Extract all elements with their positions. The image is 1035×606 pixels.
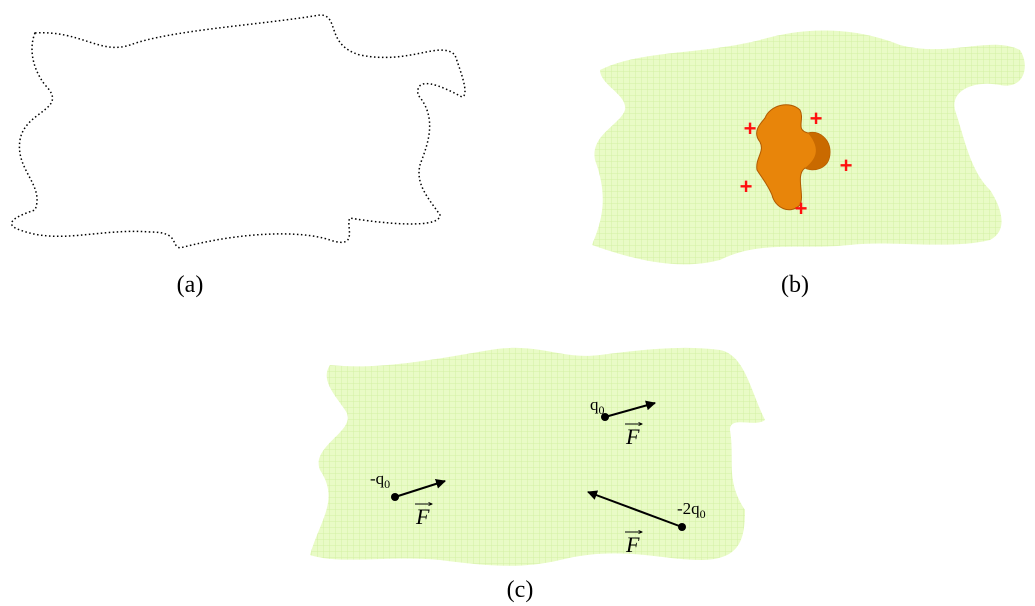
label-part: 0 [384, 477, 390, 491]
field-region [310, 348, 765, 566]
label-part: 0 [599, 403, 605, 417]
caption: (c) [507, 577, 534, 603]
charge-sign: + [795, 196, 808, 221]
force-label: F [415, 504, 430, 529]
charge-dot [678, 523, 686, 531]
caption: (b) [781, 272, 809, 298]
label-part: -2q [677, 499, 700, 518]
caption: (a) [177, 272, 204, 298]
charge-sign: + [740, 174, 753, 199]
charge-dot [391, 493, 399, 501]
force-label: F [625, 424, 640, 449]
charge-sign: + [840, 153, 853, 178]
diagram: (a) + + + + + (b) q0 F -q0 F -2q0 F (c) [0, 0, 1035, 606]
label-part: 0 [700, 507, 706, 521]
force-label: F [625, 532, 640, 557]
charge-sign: + [744, 116, 757, 141]
label-part: -q [370, 469, 385, 488]
charge-sign: + [810, 106, 823, 131]
region-outline [12, 15, 465, 248]
